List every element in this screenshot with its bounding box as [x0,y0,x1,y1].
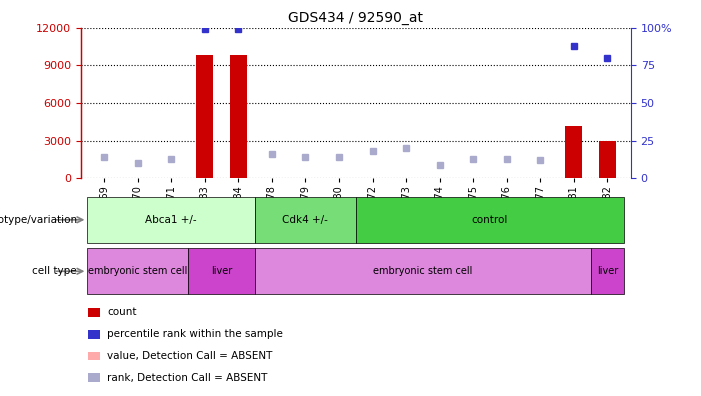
Bar [532,177,549,178]
Text: value, Detection Call = ABSENT: value, Detection Call = ABSENT [107,351,273,361]
Text: genotype/variation: genotype/variation [0,215,77,225]
Bar [397,177,414,178]
Bar [264,177,280,178]
Bar [465,177,482,178]
Bar [255,197,356,243]
Bar [331,177,348,178]
Text: liver: liver [211,266,232,276]
Text: embryonic stem cell: embryonic stem cell [88,266,187,276]
Text: cell type: cell type [32,266,77,276]
Text: liver: liver [597,266,618,276]
Bar [566,126,583,178]
Bar [255,248,591,294]
Text: Abca1 +/-: Abca1 +/- [145,215,197,225]
Text: embryonic stem cell: embryonic stem cell [373,266,472,276]
Bar [88,197,255,243]
Bar [297,177,314,178]
Bar [431,177,448,178]
Bar [196,55,213,178]
Bar [88,248,188,294]
Bar [364,177,381,178]
Bar [230,55,247,178]
Title: GDS434 / 92590_at: GDS434 / 92590_at [288,11,423,25]
Text: percentile rank within the sample: percentile rank within the sample [107,329,283,339]
Bar [591,248,624,294]
Bar [599,141,615,178]
Bar [96,177,112,178]
Bar [129,177,146,178]
Text: count: count [107,307,137,318]
Bar [355,197,624,243]
Bar [188,248,255,294]
Bar [163,177,179,178]
Text: rank, Detection Call = ABSENT: rank, Detection Call = ABSENT [107,373,268,383]
Text: control: control [472,215,508,225]
Text: Cdk4 +/-: Cdk4 +/- [283,215,328,225]
Bar [498,177,515,178]
